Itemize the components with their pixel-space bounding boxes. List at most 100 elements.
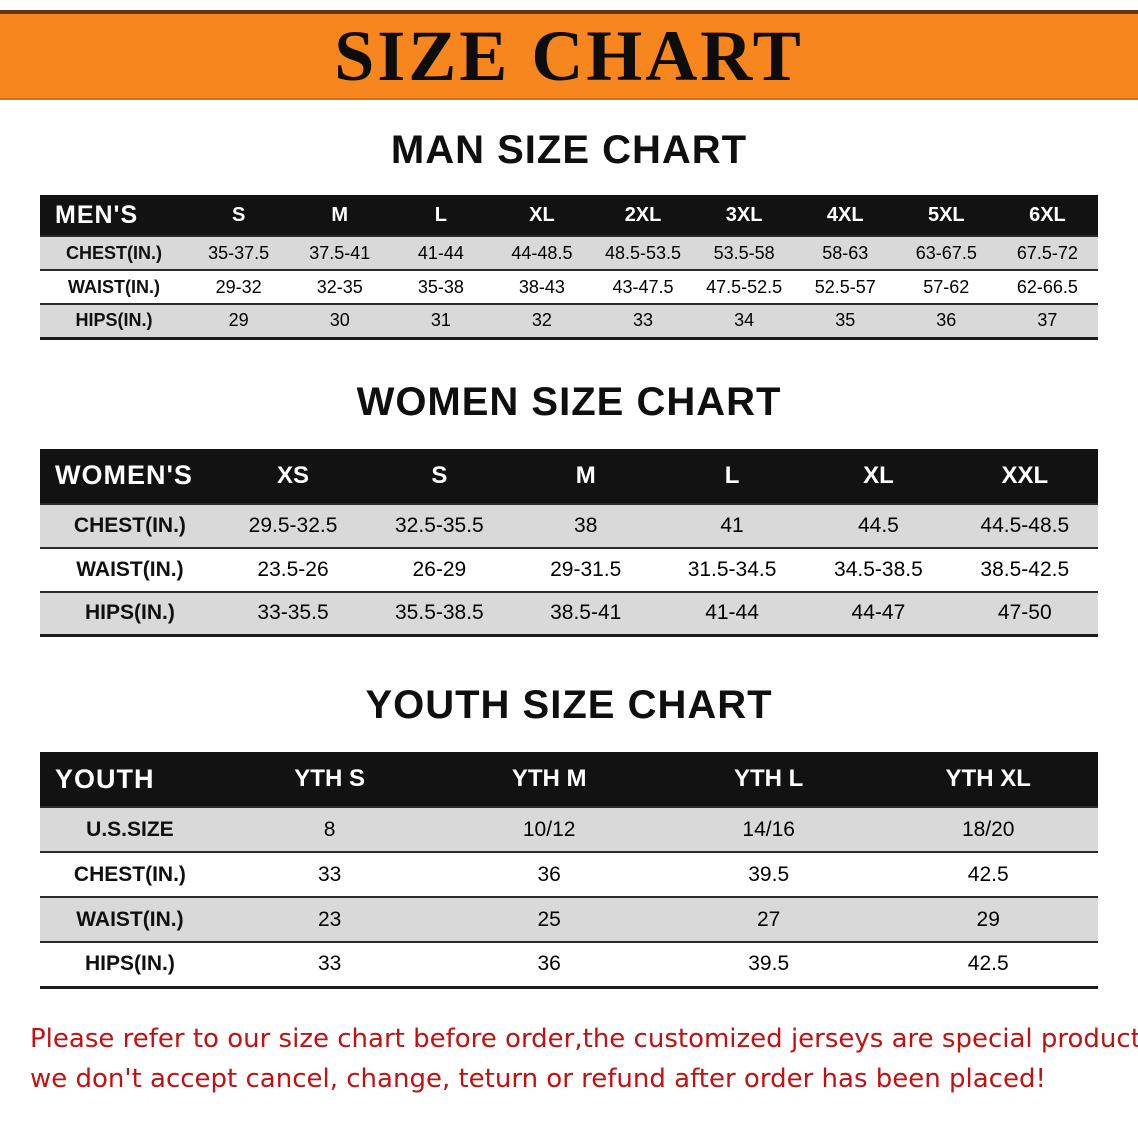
row-label-cell: CHEST(IN.) [40, 503, 220, 548]
table-row: CHEST(IN.) 33 36 39.5 42.5 [40, 852, 1098, 897]
size-value-cell: 53.5-58 [693, 236, 795, 270]
size-value-cell: 30 [289, 304, 391, 338]
size-value-cell: 44.5-48.5 [951, 503, 1098, 548]
women-size-table: WOMEN'S XS S M L XL XXL CHEST(IN.) 29.5-32.5 32.5… [40, 448, 1098, 637]
size-value-cell: 26-29 [366, 547, 513, 592]
size-value-cell: 29-31.5 [512, 547, 659, 592]
size-value-cell: 38-43 [491, 270, 593, 304]
footnote-line-1: Please refer to our size chart before or… [30, 1023, 1138, 1054]
row-label-cell: HIPS(IN.) [40, 942, 220, 987]
row-label-cell: WAIST(IN.) [40, 547, 220, 592]
size-header-cell: YTH M [439, 752, 659, 807]
size-header-cell: XXL [951, 448, 1098, 504]
women-size-section: WOMEN SIZE CHART WOMEN'S XS S M L XL XXL CHEST(… [0, 379, 1138, 637]
size-value-cell: 47-50 [951, 591, 1098, 636]
size-value-cell: 57-62 [895, 270, 997, 304]
size-value-cell: 32 [491, 304, 593, 338]
table-row: HIPS(IN.) 33 36 39.5 42.5 [40, 942, 1098, 987]
size-value-cell: 33-35.5 [219, 591, 367, 636]
size-value-cell: 35-37.5 [188, 236, 290, 270]
table-title-cell: YOUTH [40, 752, 220, 807]
women-size-table-container: WOMEN'S XS S M L XL XXL CHEST(IN.) 29.5-32.5 32.5… [40, 448, 1098, 637]
size-value-cell: 23 [219, 897, 440, 942]
footnote: Please refer to our size chart before or… [30, 1019, 1138, 1100]
size-header-cell: L [390, 195, 492, 236]
table-header-row: WOMEN'S XS S M L XL XXL [40, 448, 1098, 504]
size-value-cell: 62-66.5 [996, 270, 1098, 304]
table-row: WAIST(IN.) 23.5-26 26-29 29-31.5 31.5-34.5 34… [40, 547, 1098, 592]
row-label-cell: CHEST(IN.) [40, 236, 189, 270]
size-value-cell: 52.5-57 [794, 270, 896, 304]
size-value-cell: 42.5 [878, 852, 1098, 897]
size-value-cell: 31 [390, 304, 492, 338]
row-label-cell: WAIST(IN.) [40, 270, 189, 304]
size-header-cell: M [289, 195, 391, 236]
row-label-cell: HIPS(IN.) [40, 591, 220, 636]
size-value-cell: 29 [878, 897, 1098, 942]
size-value-cell: 44-48.5 [491, 236, 593, 270]
size-value-cell: 42.5 [878, 942, 1098, 987]
row-label-cell: WAIST(IN.) [40, 897, 220, 942]
size-value-cell: 32-35 [289, 270, 391, 304]
size-header-cell: S [366, 448, 513, 504]
size-value-cell: 32.5-35.5 [366, 503, 513, 548]
size-value-cell: 27 [658, 897, 879, 942]
size-value-cell: 29 [188, 304, 290, 338]
size-value-cell: 37.5-41 [289, 236, 391, 270]
size-value-cell: 36 [439, 942, 659, 987]
size-value-cell: 36 [439, 852, 659, 897]
size-header-cell: 2XL [592, 195, 694, 236]
size-value-cell: 41-44 [390, 236, 492, 270]
page-title: SIZE CHART [334, 16, 804, 96]
row-label-cell: CHEST(IN.) [40, 852, 220, 897]
size-header-cell: 5XL [895, 195, 997, 236]
size-value-cell: 8 [219, 807, 440, 852]
men-size-section: MAN SIZE CHART MEN'S S M L XL 2XL 3XL 4XL 5XL 6XL… [0, 128, 1138, 340]
size-value-cell: 35-38 [390, 270, 492, 304]
size-value-cell: 39.5 [658, 942, 879, 987]
size-value-cell: 67.5-72 [996, 236, 1098, 270]
size-value-cell: 33 [592, 304, 694, 338]
youth-size-section: YOUTH SIZE CHART YOUTH YTH S YTH M YTH L YTH… [0, 683, 1138, 989]
table-row: U.S.SIZE 8 10/12 14/16 18/20 [40, 807, 1098, 852]
men-chart-heading: MAN SIZE CHART [390, 128, 748, 172]
size-value-cell: 33 [219, 852, 440, 897]
table-header-row: YOUTH YTH S YTH M YTH L YTH XL [40, 752, 1098, 807]
size-value-cell: 41 [658, 503, 806, 548]
size-header-cell: S [188, 195, 290, 236]
size-header-cell: YTH XL [878, 752, 1098, 807]
size-value-cell: 38.5-41 [512, 591, 659, 636]
table-row: CHEST(IN.) 29.5-32.5 32.5-35.5 38 41 44.5 44.5… [40, 503, 1098, 548]
size-header-cell: XL [805, 448, 952, 504]
size-value-cell: 29.5-32.5 [219, 503, 367, 548]
table-title-cell: WOMEN'S [40, 448, 220, 504]
size-value-cell: 43-47.5 [592, 270, 694, 304]
size-header-cell: 3XL [693, 195, 795, 236]
youth-size-table: YOUTH YTH S YTH M YTH L YTH XL U.S.SIZE 8 10/12… [40, 752, 1098, 989]
table-row: WAIST(IN.) 29-32 32-35 35-38 38-43 43-47.5 47.… [40, 270, 1098, 304]
size-value-cell: 41-44 [658, 591, 806, 636]
table-header-row: MEN'S S M L XL 2XL 3XL 4XL 5XL 6XL [40, 195, 1098, 236]
size-value-cell: 47.5-52.5 [693, 270, 795, 304]
size-header-cell: YTH L [658, 752, 879, 807]
men-size-table-container: MEN'S S M L XL 2XL 3XL 4XL 5XL 6XL CHEST(IN.) 35-37… [40, 195, 1098, 340]
size-header-cell: YTH S [219, 752, 440, 807]
size-value-cell: 38.5-42.5 [951, 547, 1098, 592]
footnote-line-2: we don't accept cancel, change, teturn o… [30, 1063, 1046, 1094]
youth-size-table-container: YOUTH YTH S YTH M YTH L YTH XL U.S.SIZE 8 10/12… [40, 752, 1098, 989]
size-value-cell: 34.5-38.5 [805, 547, 952, 592]
women-chart-heading: WOMEN SIZE CHART [356, 379, 782, 424]
size-header-cell: 4XL [794, 195, 896, 236]
size-value-cell: 37 [996, 304, 1098, 338]
size-value-cell: 10/12 [439, 807, 659, 852]
size-value-cell: 35 [794, 304, 896, 338]
table-row: HIPS(IN.) 29 30 31 32 33 34 35 36 37 [40, 304, 1098, 338]
size-header-cell: XL [491, 195, 593, 236]
youth-chart-heading: YOUTH SIZE CHART [365, 683, 773, 727]
size-value-cell: 36 [895, 304, 997, 338]
size-value-cell: 34 [693, 304, 795, 338]
size-value-cell: 29-32 [188, 270, 290, 304]
size-value-cell: 25 [439, 897, 659, 942]
size-value-cell: 14/16 [658, 807, 879, 852]
